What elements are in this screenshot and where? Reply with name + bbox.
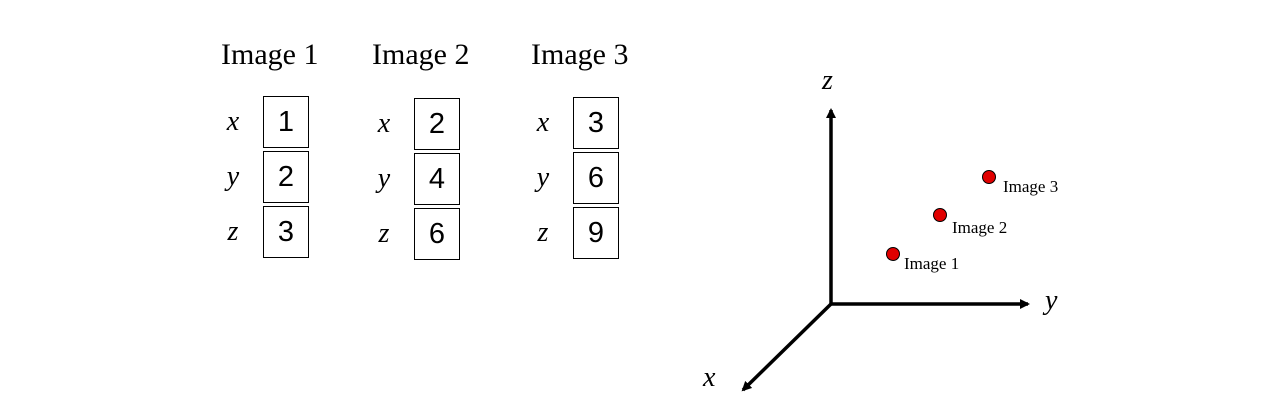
point-image-1 [886,247,900,261]
row-value: 2 [414,98,460,150]
row-value: 3 [573,97,619,149]
row-label: x [226,106,240,137]
point-label: Image 2 [952,218,1007,237]
y-axis-label: y [1042,285,1058,316]
point-image-2 [933,208,947,222]
row-value: 6 [414,208,460,260]
row-label: x [377,108,391,139]
row-label: z [227,216,239,247]
z-axis-label: z [821,65,833,96]
row-label: z [537,217,549,248]
x-axis-label: x [702,362,716,393]
row-label: z [378,218,390,249]
vector-title: Image 1 [221,38,319,71]
point-image-3 [982,170,996,184]
row-label: y [536,162,550,193]
row-value: 3 [263,206,309,258]
vector-title: Image 2 [372,38,470,71]
vector-title: Image 3 [531,38,629,71]
row-value: 9 [573,207,619,259]
row-label: y [377,163,391,194]
row-label: y [226,161,240,192]
row-value: 2 [263,151,309,203]
row-value: 6 [573,152,619,204]
x-axis-line [741,302,833,392]
row-label: x [536,107,550,138]
row-value: 4 [414,153,460,205]
point-label: Image 1 [904,254,959,273]
point-label: Image 3 [1003,177,1058,196]
row-value: 1 [263,96,309,148]
